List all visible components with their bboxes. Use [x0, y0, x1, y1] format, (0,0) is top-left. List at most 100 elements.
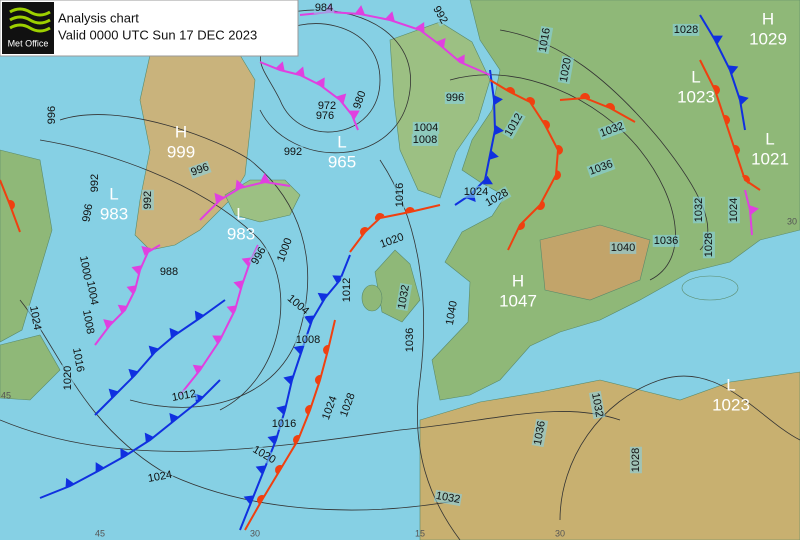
center-type: L: [726, 375, 735, 394]
valid-time: Valid 0000 UTC Sun 17 DEC 2023: [58, 27, 257, 42]
center-value: 965: [328, 152, 356, 171]
isobar-label-bg: [377, 230, 407, 252]
isobar-label-bg: [76, 253, 94, 283]
grid-label: 45: [95, 528, 105, 538]
isobar-label-bg: [502, 110, 526, 140]
front: [489, 79, 563, 251]
isobar-label-bg: [433, 489, 463, 507]
isobar-label-bg: [652, 234, 680, 247]
isobar-label: 1036: [654, 235, 678, 247]
isobar-label: 984: [315, 2, 333, 14]
isobar-label-bg: [586, 157, 616, 179]
center-type: H: [512, 271, 524, 290]
isobar-label: 1024: [464, 186, 488, 198]
isobar-label: 1008: [413, 134, 437, 146]
isobar-label-bg: [482, 186, 512, 210]
isobar-label-bg: [169, 387, 199, 405]
center-value: 983: [100, 204, 128, 223]
isobar-label: 992: [284, 146, 302, 158]
isobar-label: 1016: [70, 347, 86, 373]
center-value: 1023: [712, 395, 750, 414]
center-type: L: [765, 129, 774, 148]
isobar-label: 1004: [84, 280, 100, 306]
front: [244, 319, 336, 531]
isobar-label: 1004: [414, 122, 438, 134]
center-type: H: [175, 122, 187, 141]
isobar-label-bg: [270, 417, 298, 430]
isobar-label: 1040: [611, 242, 635, 254]
isobar-label-bg: [393, 181, 406, 209]
isobar-label-bg: [702, 231, 715, 259]
center-value: 999: [167, 142, 195, 161]
isobar-label: 980: [351, 89, 369, 110]
center-value: 1047: [499, 291, 537, 310]
isobar-label-bg: [350, 88, 370, 112]
isobar-label-bg: [45, 104, 58, 126]
grid-label: 30: [555, 528, 565, 538]
grid-label: 30: [787, 216, 797, 226]
isobar-label-bg: [340, 276, 353, 304]
isobar-label: 1008: [296, 334, 320, 346]
isobar-label: 1012: [341, 278, 353, 302]
front: [199, 173, 291, 221]
isobar-label-bg: [319, 393, 341, 423]
isobar-label-bg: [79, 307, 97, 337]
isobar-label: 1024: [728, 198, 740, 222]
isobar-label-bg: [80, 201, 96, 225]
isobar-label: 1036: [404, 328, 416, 352]
front: [299, 3, 491, 76]
isobar-label-bg: [145, 468, 175, 486]
isobar-label-bg: [727, 196, 740, 224]
isobar-label-bg: [284, 291, 313, 319]
center-value: 1023: [677, 87, 715, 106]
isobar-label-bg: [412, 121, 440, 134]
isobar-label-bg: [248, 244, 270, 268]
isobar-label: 1012: [171, 388, 197, 404]
isobar-label-bg: [294, 333, 322, 346]
front: [94, 244, 161, 346]
isobar-label: 1016: [537, 27, 553, 53]
isobar-label-bg: [282, 145, 304, 158]
isobar-label-bg: [672, 23, 700, 36]
isobar-label-bg: [429, 3, 451, 27]
isobar-label: 996: [189, 161, 210, 179]
center-type: H: [762, 9, 774, 28]
isobar-label: 1028: [674, 24, 698, 36]
front: [559, 93, 636, 123]
center-type: L: [236, 204, 245, 223]
isobar-label-bg: [629, 446, 642, 474]
front: [0, 179, 21, 233]
chart-title: Analysis chart: [58, 10, 139, 25]
isobar-label-bg: [462, 185, 490, 198]
isobar-label-bg: [26, 303, 44, 333]
grid-label: 30: [250, 528, 260, 538]
front: [349, 204, 441, 253]
isobar-label-bg: [61, 364, 74, 392]
isobar-label: 1040: [444, 300, 460, 326]
isobar-label-bg: [249, 443, 279, 467]
isobar-label: 1028: [630, 448, 642, 472]
isobar-label-bg: [158, 265, 180, 278]
isobar-label: 1024: [27, 305, 43, 331]
isobar-label: 1024: [147, 469, 173, 485]
isobar-label: 1020: [62, 366, 74, 390]
isobar-label-bg: [536, 25, 554, 55]
isobar-label-bg: [313, 1, 335, 14]
isobar-label-bg: [692, 196, 705, 224]
center-value: 1029: [749, 29, 787, 48]
isobar-label: 996: [446, 92, 464, 104]
isobar-label: 1016: [272, 418, 296, 430]
center-value: 1021: [751, 149, 789, 168]
isobar-label: 992: [89, 174, 101, 192]
grid-label: 15: [415, 528, 425, 538]
isobar-label-bg: [395, 282, 413, 312]
isobar-label: 1032: [396, 284, 412, 310]
isobar-label: 1000: [77, 255, 93, 281]
front: [699, 59, 761, 191]
isobar-label: 1032: [589, 392, 605, 418]
isobar-label: 1008: [80, 309, 96, 335]
isobar-label: 1036: [532, 420, 548, 446]
logo-text: Met Office: [8, 38, 49, 48]
isobar-label-bg: [337, 390, 359, 420]
